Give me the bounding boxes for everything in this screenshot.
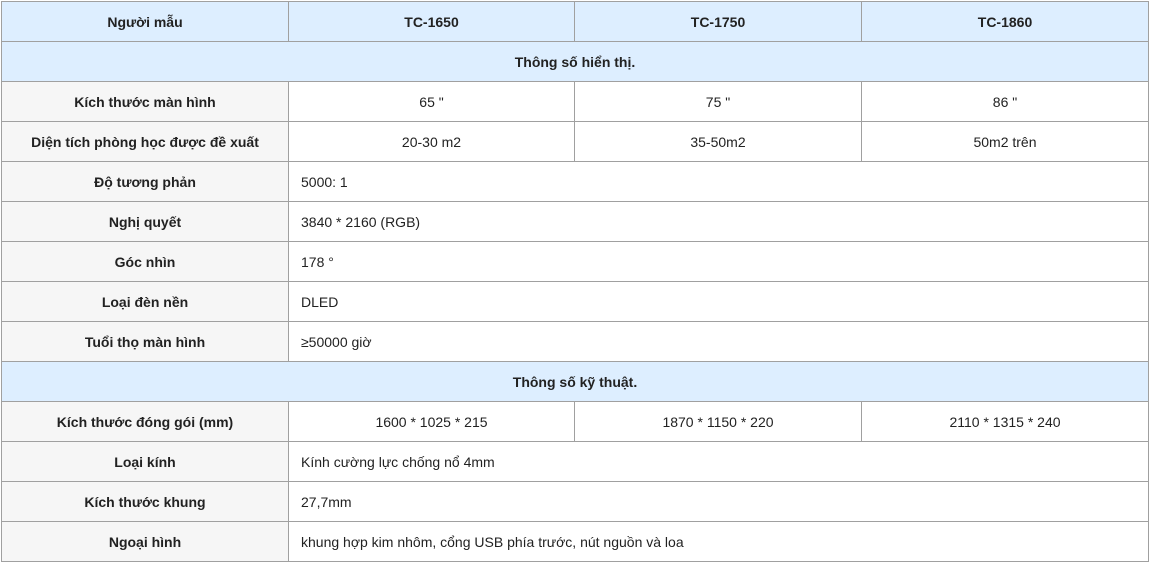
cell-value: 35-50m2 xyxy=(574,121,862,162)
row-label: Loại kính xyxy=(1,441,289,482)
cell-value: Kính cường lực chống nổ 4mm xyxy=(288,441,1149,482)
table-row: Loại kính Kính cường lực chống nổ 4mm xyxy=(1,441,1149,482)
header-label: Người mẫu xyxy=(1,1,289,42)
cell-value: 27,7mm xyxy=(288,481,1149,522)
header-row: Người mẫu TC-1650 TC-1750 TC-1860 xyxy=(1,1,1149,42)
section-title: Thông số kỹ thuật. xyxy=(1,361,1149,402)
table-row: Độ tương phản 5000: 1 xyxy=(1,161,1149,202)
table-row: Tuổi thọ màn hình ≥50000 giờ xyxy=(1,321,1149,362)
cell-value: DLED xyxy=(288,281,1149,322)
table-row: Kích thước đóng gói (mm) 1600 * 1025 * 21… xyxy=(1,401,1149,442)
row-label: Loại đèn nền xyxy=(1,281,289,322)
cell-value: khung hợp kim nhôm, cổng USB phía trước,… xyxy=(288,521,1149,562)
row-label: Kích thước màn hình xyxy=(1,81,289,122)
row-label: Tuổi thọ màn hình xyxy=(1,321,289,362)
cell-value: 2110 * 1315 * 240 xyxy=(861,401,1149,442)
row-label: Ngoại hình xyxy=(1,521,289,562)
table-row: Diện tích phòng học được đề xuất 20-30 m2… xyxy=(1,121,1149,162)
cell-value: 5000: 1 xyxy=(288,161,1149,202)
row-label: Kích thước khung xyxy=(1,481,289,522)
cell-value: 50m2 trên xyxy=(861,121,1149,162)
row-label: Nghị quyết xyxy=(1,201,289,242)
section-title: Thông số hiển thị. xyxy=(1,41,1149,82)
section-header-row: Thông số hiển thị. xyxy=(1,41,1149,82)
cell-value: ≥50000 giờ xyxy=(288,321,1149,362)
table-row: Nghị quyết 3840 * 2160 (RGB) xyxy=(1,201,1149,242)
table-row: Ngoại hình khung hợp kim nhôm, cổng USB p… xyxy=(1,521,1149,562)
table-row: Kích thước khung 27,7mm xyxy=(1,481,1149,522)
cell-value: 1600 * 1025 * 215 xyxy=(288,401,575,442)
cell-value: 65 " xyxy=(288,81,575,122)
cell-value: 20-30 m2 xyxy=(288,121,575,162)
row-label: Độ tương phản xyxy=(1,161,289,202)
header-model: TC-1650 xyxy=(288,1,575,42)
row-label: Góc nhìn xyxy=(1,241,289,282)
table-row: Loại đèn nền DLED xyxy=(1,281,1149,322)
table-row: Góc nhìn 178 ° xyxy=(1,241,1149,282)
header-model: TC-1750 xyxy=(574,1,862,42)
cell-value: 75 " xyxy=(574,81,862,122)
cell-value: 3840 * 2160 (RGB) xyxy=(288,201,1149,242)
cell-value: 86 " xyxy=(861,81,1149,122)
table-row: Kích thước màn hình 65 " 75 " 86 " xyxy=(1,81,1149,122)
cell-value: 178 ° xyxy=(288,241,1149,282)
header-model: TC-1860 xyxy=(861,1,1149,42)
row-label: Kích thước đóng gói (mm) xyxy=(1,401,289,442)
row-label: Diện tích phòng học được đề xuất xyxy=(1,121,289,162)
section-header-row: Thông số kỹ thuật. xyxy=(1,361,1149,402)
cell-value: 1870 * 1150 * 220 xyxy=(574,401,862,442)
